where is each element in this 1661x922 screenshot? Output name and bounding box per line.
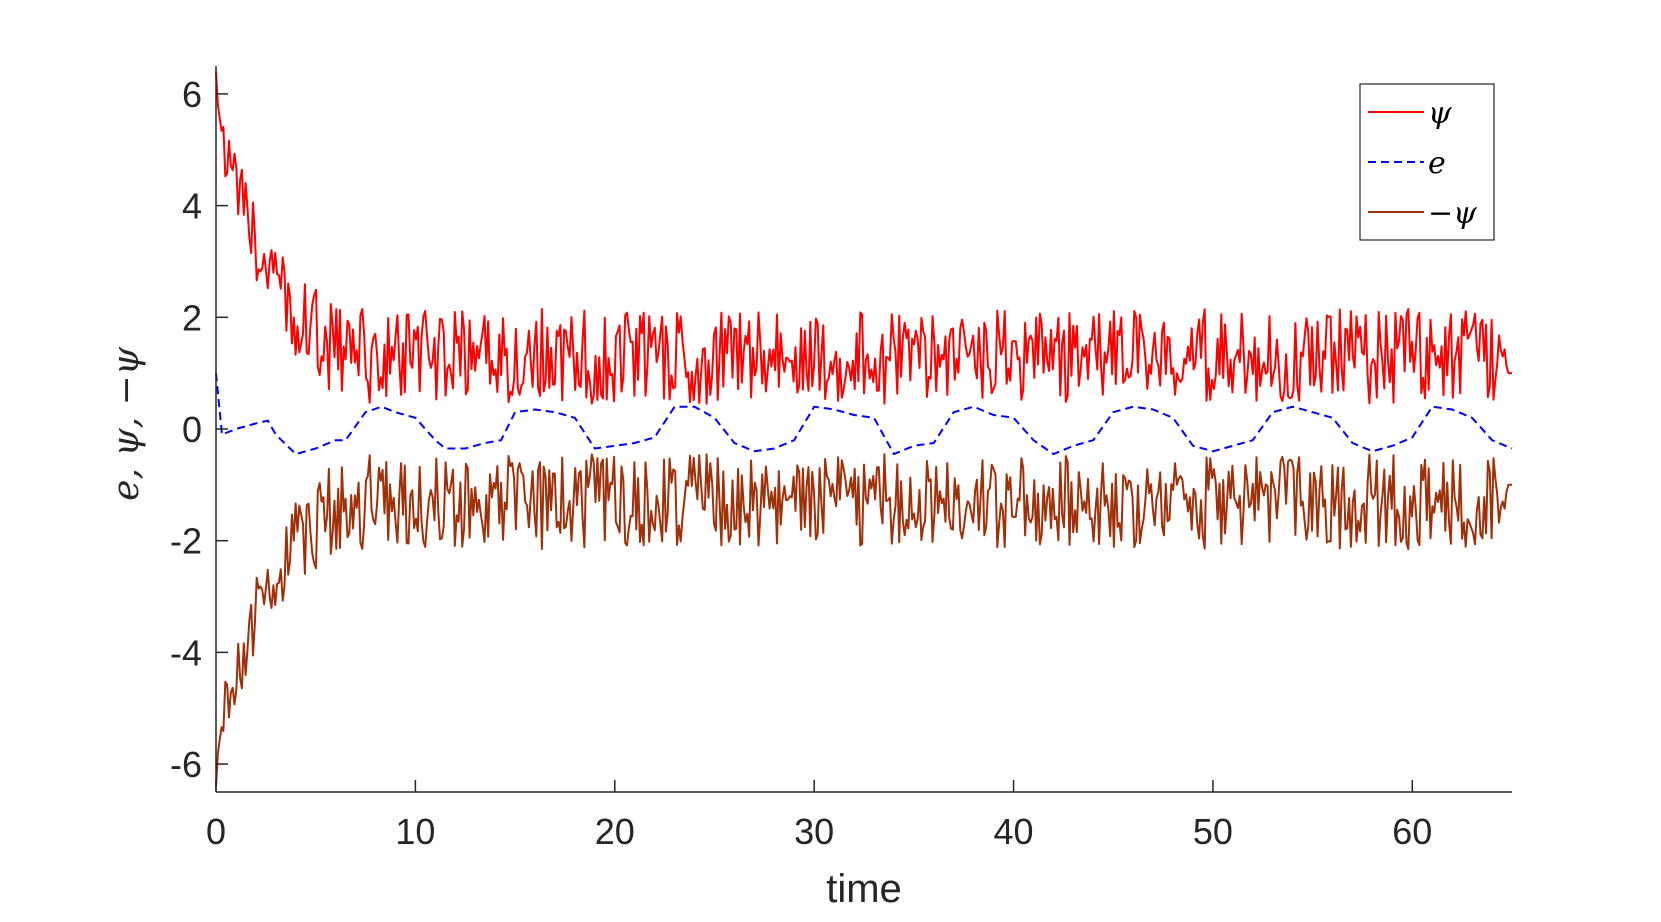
- legend-label: ψ: [1428, 96, 1452, 131]
- x-tick-label: 30: [794, 811, 834, 852]
- x-axis-label: time: [826, 867, 902, 911]
- y-tick-label: 0: [182, 409, 202, 450]
- x-tick-label: 0: [206, 811, 226, 852]
- x-tick-label: 40: [994, 811, 1034, 852]
- y-axis-label: e, ψ, −ψ: [106, 346, 147, 500]
- legend-label: e: [1428, 146, 1446, 181]
- y-tick-label: 2: [182, 297, 202, 338]
- y-tick-label: -6: [170, 744, 202, 785]
- legend-label: −ψ: [1428, 196, 1477, 231]
- x-tick-label: 60: [1392, 811, 1432, 852]
- x-tick-label: 20: [595, 811, 635, 852]
- series-layer: [215, 71, 1513, 787]
- y-tick-label: 4: [182, 186, 202, 227]
- axes: 0 10 20 30 40 50 60 -6 -4 -2 0 2 4 6: [170, 66, 1512, 852]
- y-tick-label: -2: [170, 521, 202, 562]
- y-tick-label: -4: [170, 632, 202, 673]
- series-line-3: [215, 453, 1512, 787]
- x-tick-label: 10: [395, 811, 435, 852]
- y-tick-label: 6: [182, 74, 202, 115]
- x-tick-label: 50: [1193, 811, 1233, 852]
- series-line-2: [215, 373, 1513, 456]
- series-line-1: [215, 71, 1512, 405]
- legend: ψe −ψ: [1359, 83, 1495, 241]
